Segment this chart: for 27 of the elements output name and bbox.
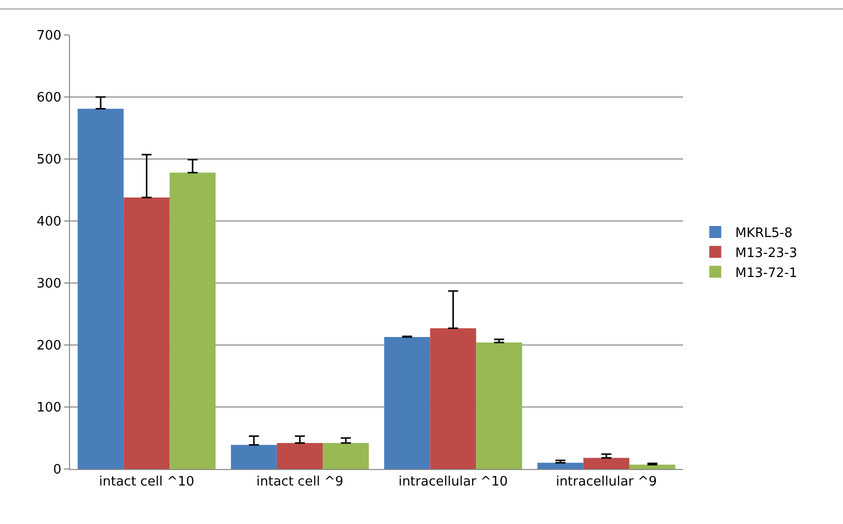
y-tick-label: 200 bbox=[36, 338, 62, 354]
x-tick-label: intracellular ^9 bbox=[556, 474, 657, 490]
y-tick-label: 600 bbox=[36, 90, 62, 106]
y-tick-label: 400 bbox=[36, 214, 62, 230]
y-tick-label: 700 bbox=[36, 28, 62, 44]
y-tick-label: 100 bbox=[36, 400, 62, 416]
bar bbox=[230, 444, 277, 469]
bar bbox=[430, 328, 476, 469]
bar bbox=[537, 462, 584, 469]
bar bbox=[124, 197, 170, 469]
bar bbox=[276, 442, 323, 469]
legend-label: MKRL5-8 bbox=[735, 226, 793, 242]
bar bbox=[629, 464, 676, 469]
legend-label: M13-72-1 bbox=[735, 266, 798, 281]
legend-label: M13-23-3 bbox=[735, 246, 798, 261]
bar bbox=[583, 458, 630, 469]
y-tick-label: 0 bbox=[53, 462, 62, 478]
x-tick-label: intact cell ^9 bbox=[256, 474, 344, 490]
bar bbox=[322, 442, 369, 469]
x-tick-label: intracellular ^10 bbox=[398, 474, 508, 490]
bar bbox=[170, 172, 216, 469]
bar bbox=[78, 108, 124, 469]
y-tick-label: 300 bbox=[36, 276, 62, 292]
x-tick-label: intact cell ^10 bbox=[99, 474, 194, 490]
bar bbox=[476, 342, 522, 469]
bar bbox=[384, 336, 430, 469]
y-tick-label: 500 bbox=[36, 152, 62, 168]
